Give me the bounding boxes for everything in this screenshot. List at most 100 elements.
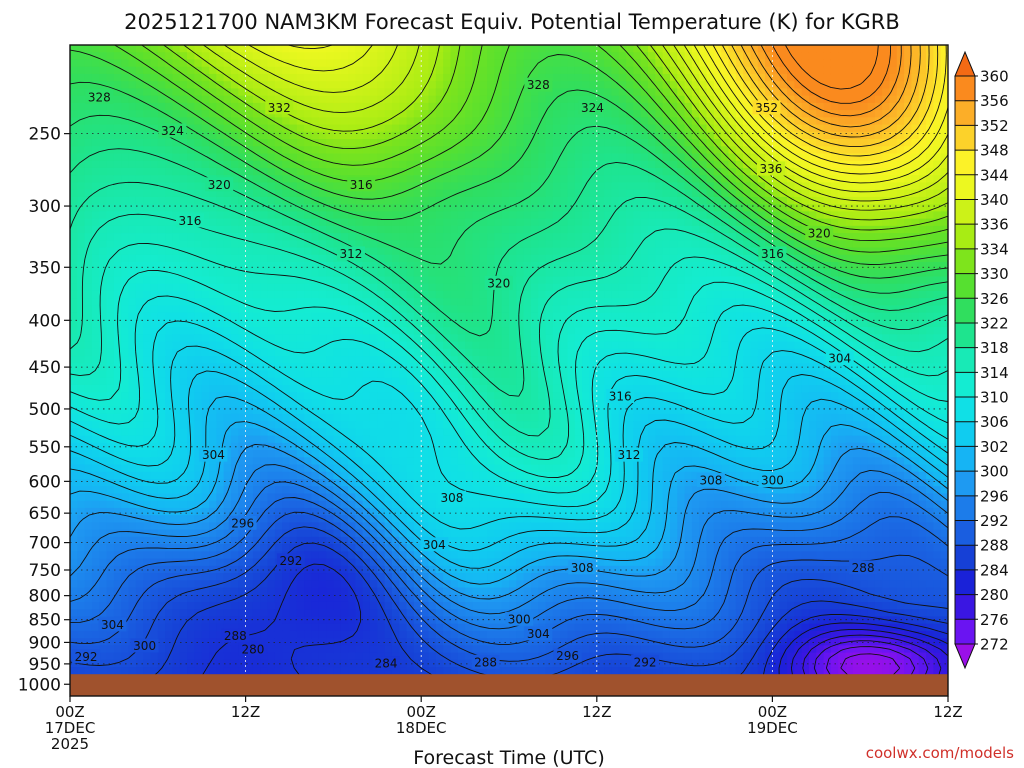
field-cell xyxy=(450,189,459,198)
field-cell xyxy=(150,493,159,502)
field-cell xyxy=(238,580,247,589)
field-cell xyxy=(238,218,247,227)
field-cell xyxy=(135,240,144,249)
field-cell xyxy=(391,218,400,227)
field-cell xyxy=(267,479,276,487)
field-cell xyxy=(421,146,430,155)
field-cell xyxy=(209,283,217,292)
field-cell xyxy=(201,262,210,270)
field-cell xyxy=(391,515,400,523)
field-cell xyxy=(472,189,481,198)
field-cell xyxy=(274,312,283,321)
field-cell xyxy=(172,233,181,241)
field-cell xyxy=(121,334,130,343)
field-cell xyxy=(362,479,371,487)
field-cell xyxy=(340,558,349,567)
field-cell xyxy=(443,276,452,285)
field-cell xyxy=(179,450,188,458)
field-cell xyxy=(421,413,430,422)
field-cell xyxy=(348,189,356,198)
field-cell xyxy=(267,363,276,372)
field-cell xyxy=(128,529,137,538)
field-cell xyxy=(348,124,356,133)
field-cell xyxy=(84,218,93,227)
field-cell xyxy=(77,413,86,422)
field-cell xyxy=(435,59,444,68)
field-cell xyxy=(348,558,356,567)
field-cell xyxy=(340,638,349,646)
field-cell xyxy=(340,218,349,227)
field-cell xyxy=(355,334,364,343)
field-cell xyxy=(355,290,364,299)
field-cell xyxy=(399,377,408,386)
field-cell xyxy=(121,81,130,89)
field-cell xyxy=(252,254,261,263)
field-cell xyxy=(311,659,320,668)
field-cell xyxy=(304,233,313,241)
field-cell xyxy=(296,536,305,545)
field-cell xyxy=(91,587,100,596)
field-cell xyxy=(157,406,166,415)
field-cell xyxy=(457,334,466,343)
field-cell xyxy=(348,211,356,220)
field-cell xyxy=(179,587,188,596)
field-cell xyxy=(384,334,393,343)
field-cell xyxy=(362,450,371,458)
field-cell xyxy=(99,457,108,466)
field-cell xyxy=(355,363,364,372)
field-cell xyxy=(450,515,459,523)
field-cell xyxy=(318,102,327,111)
field-cell xyxy=(135,464,144,473)
field-cell xyxy=(201,536,210,545)
field-cell xyxy=(443,667,452,675)
field-cell xyxy=(450,305,459,314)
field-cell xyxy=(209,290,217,299)
field-cell xyxy=(362,167,371,176)
field-cell xyxy=(260,623,269,632)
field-cell xyxy=(194,139,203,147)
field-cell xyxy=(238,421,247,429)
field-cell xyxy=(304,421,313,429)
field-cell xyxy=(84,66,93,75)
field-cell xyxy=(369,276,378,285)
field-cell xyxy=(77,167,86,176)
field-cell xyxy=(428,413,437,422)
field-cell xyxy=(252,450,261,458)
field-cell xyxy=(428,442,437,451)
field-cell xyxy=(194,319,203,328)
field-cell xyxy=(91,667,100,675)
field-cell xyxy=(282,667,291,675)
field-cell xyxy=(391,52,400,61)
field-cell xyxy=(369,457,378,466)
field-cell xyxy=(450,327,459,335)
field-cell xyxy=(304,623,313,632)
field-cell xyxy=(326,102,334,111)
field-cell xyxy=(216,479,225,487)
field-cell xyxy=(384,544,393,552)
field-cell xyxy=(399,182,408,191)
field-cell xyxy=(230,102,239,111)
field-cell xyxy=(135,630,144,639)
field-cell xyxy=(238,529,247,538)
field-cell xyxy=(274,298,283,306)
field-cell xyxy=(384,254,393,263)
field-cell xyxy=(340,102,349,111)
field-cell xyxy=(201,334,210,343)
field-cell xyxy=(157,59,166,68)
field-cell xyxy=(304,457,313,466)
field-cell xyxy=(457,544,466,552)
field-cell xyxy=(282,652,291,661)
field-cell xyxy=(187,305,195,314)
field-cell xyxy=(113,630,122,639)
field-cell xyxy=(135,81,144,89)
field-cell xyxy=(391,167,400,176)
field-cell xyxy=(326,558,334,567)
field-cell xyxy=(391,247,400,256)
field-cell xyxy=(230,167,239,176)
field-cell xyxy=(369,522,378,531)
field-cell xyxy=(84,580,93,589)
field-cell xyxy=(143,667,152,675)
field-cell xyxy=(238,659,247,668)
field-cell xyxy=(99,479,108,487)
field-cell xyxy=(296,370,305,379)
